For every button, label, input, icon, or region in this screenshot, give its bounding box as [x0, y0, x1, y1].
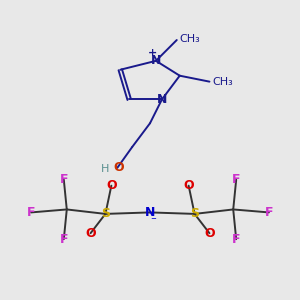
- Text: H: H: [101, 164, 110, 174]
- Text: O: O: [204, 227, 215, 240]
- Text: CH₃: CH₃: [180, 34, 200, 44]
- Text: F: F: [232, 173, 240, 186]
- Text: +: +: [148, 48, 158, 58]
- Text: F: F: [232, 233, 240, 246]
- Text: CH₃: CH₃: [212, 76, 233, 87]
- Text: S: S: [190, 207, 199, 220]
- Text: ⁻: ⁻: [150, 216, 156, 226]
- Text: O: O: [85, 227, 96, 240]
- Text: N: N: [151, 54, 161, 67]
- Text: N: N: [157, 93, 167, 106]
- Text: F: F: [60, 233, 68, 246]
- Text: F: F: [27, 206, 35, 219]
- Text: F: F: [60, 173, 68, 186]
- Text: S: S: [101, 207, 110, 220]
- Text: N: N: [145, 206, 155, 219]
- Text: F: F: [265, 206, 273, 219]
- Text: O: O: [113, 161, 124, 174]
- Text: O: O: [183, 179, 194, 192]
- Text: O: O: [106, 179, 117, 192]
